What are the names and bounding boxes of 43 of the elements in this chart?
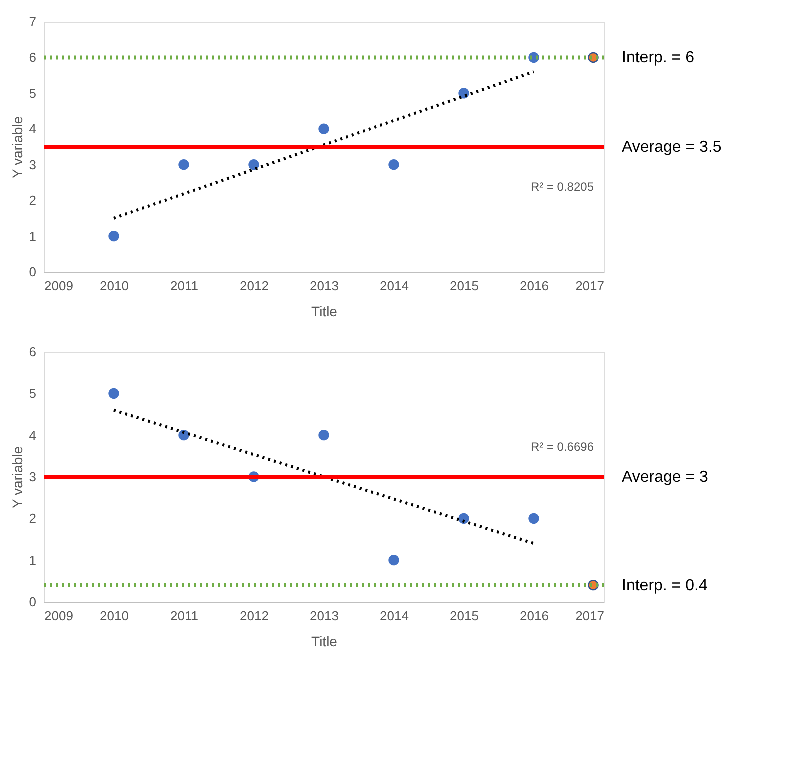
x-tick-label: 2014 [380,278,409,294]
x-tick-label: 2011 [170,608,198,624]
x-axis-title: Title [312,634,338,650]
x-tick-label: 2013 [310,608,339,624]
y-tick-label: 5 [29,386,36,402]
x-tick-label: 2009 [44,278,74,294]
y-tick-label: 0 [29,594,36,610]
x-tick-label: 2015 [450,608,479,624]
annotation: R² = 0.8205 [530,180,594,194]
y-axis-title: Y variable [9,446,26,509]
y-tick-label: 4 [29,122,36,137]
x-tick-label: 2012 [240,278,269,294]
x-tick-label: 2017 [576,278,604,294]
y-tick-label: 0 [29,264,36,280]
y-tick-label: 4 [29,428,36,443]
x-tick-label: 2013 [310,278,339,294]
x-tick-label: 2010 [100,608,129,624]
y-tick-label: 2 [29,193,36,208]
ref-line-label: Interp. = 0.4 [622,577,708,594]
x-tick-label: 2012 [240,608,269,624]
x-tick-label: 2011 [170,278,198,294]
y-tick-label: 5 [29,86,36,101]
x-tick-label: 2010 [100,278,129,294]
y-tick-label: 3 [29,157,36,172]
y-axis-title: Y variable [9,116,26,179]
ref-line-label: Interp. = 6 [622,50,695,67]
ref-line-label: Average = 3 [622,469,709,486]
x-axis-title: Title [312,304,338,320]
y-tick-label: 7 [29,14,36,30]
x-tick-label: 2016 [520,278,549,294]
x-tick-label: 2014 [380,608,409,624]
y-tick-label: 3 [29,470,36,484]
y-tick-label: 1 [29,552,36,568]
y-tick-label: 6 [29,50,36,66]
x-tick-label: 2015 [450,278,479,294]
x-tick-label: 2016 [520,608,549,624]
x-tick-label: 2009 [44,608,74,624]
ref-line-label: Average = 3.5 [622,139,722,156]
x-tick-label: 2017 [576,608,604,624]
y-tick-label: 6 [29,344,36,360]
y-tick-label: 2 [29,511,36,526]
annotation: R² = 0.6696 [530,440,594,454]
y-tick-label: 1 [29,228,36,244]
